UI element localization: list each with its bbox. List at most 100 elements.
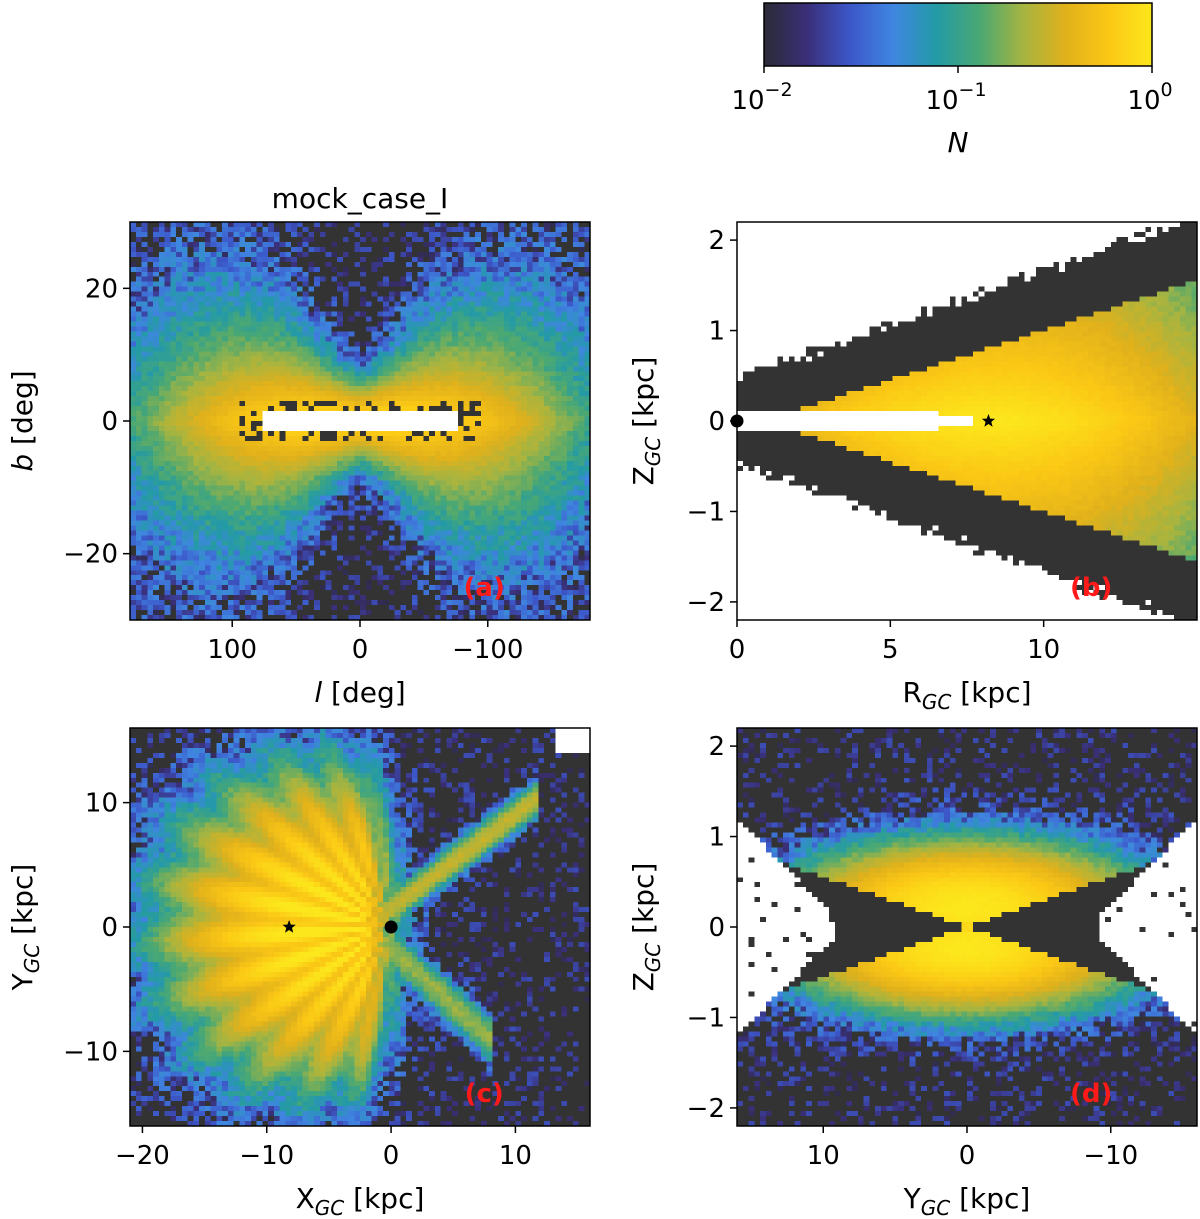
heatmap-cell bbox=[326, 361, 332, 367]
heatmap-cell bbox=[234, 521, 240, 527]
heatmap-cell bbox=[418, 242, 424, 248]
heatmap-cell bbox=[193, 227, 199, 233]
heatmap-cell bbox=[550, 501, 556, 507]
heatmap-cell bbox=[579, 287, 585, 293]
heatmap-cell bbox=[136, 441, 142, 447]
heatmap-cell bbox=[395, 326, 401, 332]
heatmap-cell bbox=[280, 326, 286, 332]
heatmap-cell bbox=[556, 431, 562, 437]
heatmap-cell bbox=[475, 232, 481, 238]
heatmap-cell bbox=[257, 267, 263, 273]
heatmap-cell bbox=[170, 336, 176, 342]
heatmap-cell bbox=[446, 341, 452, 347]
heatmap-cell bbox=[291, 501, 297, 507]
heatmap-cell bbox=[268, 302, 274, 308]
heatmap-cell bbox=[136, 376, 142, 382]
heatmap-cell bbox=[337, 486, 343, 492]
heatmap-cell bbox=[406, 356, 412, 362]
heatmap-cell bbox=[199, 282, 205, 288]
heatmap-cell bbox=[573, 317, 579, 323]
heatmap-cell bbox=[458, 406, 464, 412]
heatmap-cell bbox=[251, 511, 257, 517]
heatmap-cell bbox=[544, 391, 550, 397]
heatmap-cell bbox=[464, 396, 470, 402]
heatmap-cell bbox=[153, 481, 159, 487]
heatmap-cell bbox=[556, 381, 562, 387]
heatmap-cell bbox=[515, 252, 521, 258]
heatmap-cell bbox=[446, 461, 452, 467]
heatmap-cell bbox=[395, 496, 401, 502]
heatmap-cell bbox=[170, 386, 176, 392]
heatmap-cell bbox=[418, 257, 424, 263]
heatmap-cell bbox=[469, 366, 475, 372]
heatmap-cell bbox=[446, 451, 452, 457]
heatmap-cell bbox=[239, 356, 245, 362]
heatmap-cell bbox=[550, 371, 556, 377]
heatmap-cell bbox=[159, 292, 165, 298]
heatmap-cell bbox=[487, 346, 493, 352]
heatmap-cell bbox=[366, 312, 372, 318]
heatmap-cell bbox=[262, 501, 268, 507]
heatmap-cell bbox=[170, 302, 176, 308]
heatmap-cell bbox=[366, 471, 372, 477]
heatmap-cell bbox=[320, 222, 326, 228]
heatmap-cell bbox=[395, 297, 401, 303]
heatmap-cell bbox=[193, 302, 199, 308]
heatmap-cell bbox=[481, 525, 487, 531]
heatmap-cell bbox=[544, 491, 550, 497]
heatmap-cell bbox=[291, 521, 297, 527]
heatmap-cell bbox=[136, 525, 142, 531]
heatmap-cell bbox=[182, 302, 188, 308]
heatmap-cell bbox=[297, 466, 303, 472]
heatmap-cell bbox=[504, 242, 510, 248]
heatmap-cell bbox=[406, 317, 412, 323]
heatmap-cell bbox=[389, 481, 395, 487]
heatmap-cell bbox=[216, 466, 222, 472]
heatmap-cell bbox=[389, 366, 395, 372]
heatmap-cell bbox=[469, 252, 475, 258]
heatmap-cell bbox=[245, 287, 251, 293]
heatmap-cell bbox=[458, 371, 464, 377]
heatmap-cell bbox=[193, 376, 199, 382]
heatmap-cell bbox=[308, 262, 314, 268]
heatmap-cell bbox=[383, 237, 389, 243]
heatmap-cell bbox=[274, 257, 280, 263]
heatmap-cell bbox=[481, 302, 487, 308]
heatmap-cell bbox=[556, 396, 562, 402]
heatmap-cell bbox=[533, 237, 539, 243]
heatmap-cell bbox=[274, 307, 280, 313]
heatmap-cell bbox=[176, 466, 182, 472]
heatmap-cell bbox=[469, 501, 475, 507]
heatmap-cell bbox=[153, 351, 159, 357]
heatmap-cell bbox=[193, 486, 199, 492]
heatmap-cell bbox=[510, 302, 516, 308]
heatmap-cell bbox=[349, 486, 355, 492]
heatmap-cell bbox=[331, 351, 337, 357]
heatmap-cell bbox=[492, 501, 498, 507]
heatmap-cell bbox=[418, 232, 424, 238]
heatmap-cell bbox=[377, 461, 383, 467]
heatmap-cell bbox=[573, 242, 579, 248]
heatmap-cell bbox=[291, 376, 297, 382]
heatmap-cell bbox=[291, 396, 297, 402]
heatmap-cell bbox=[245, 441, 251, 447]
heatmap-cell bbox=[147, 486, 153, 492]
heatmap-cell bbox=[567, 252, 573, 258]
heatmap-cell bbox=[170, 267, 176, 273]
heatmap-cell bbox=[406, 446, 412, 452]
heatmap-cell bbox=[147, 252, 153, 258]
heatmap-cell bbox=[435, 381, 441, 387]
heatmap-cell bbox=[521, 396, 527, 402]
heatmap-cell bbox=[349, 312, 355, 318]
heatmap-a bbox=[130, 222, 591, 621]
heatmap-cell bbox=[314, 227, 320, 233]
heatmap-cell bbox=[188, 511, 194, 517]
heatmap-cell bbox=[435, 521, 441, 527]
heatmap-cell bbox=[176, 436, 182, 442]
heatmap-cell bbox=[297, 436, 303, 442]
heatmap-cell bbox=[418, 282, 424, 288]
heatmap-cell bbox=[567, 456, 573, 462]
heatmap-cell bbox=[389, 267, 395, 273]
heatmap-cell bbox=[320, 431, 326, 437]
heatmap-cell bbox=[188, 341, 194, 347]
